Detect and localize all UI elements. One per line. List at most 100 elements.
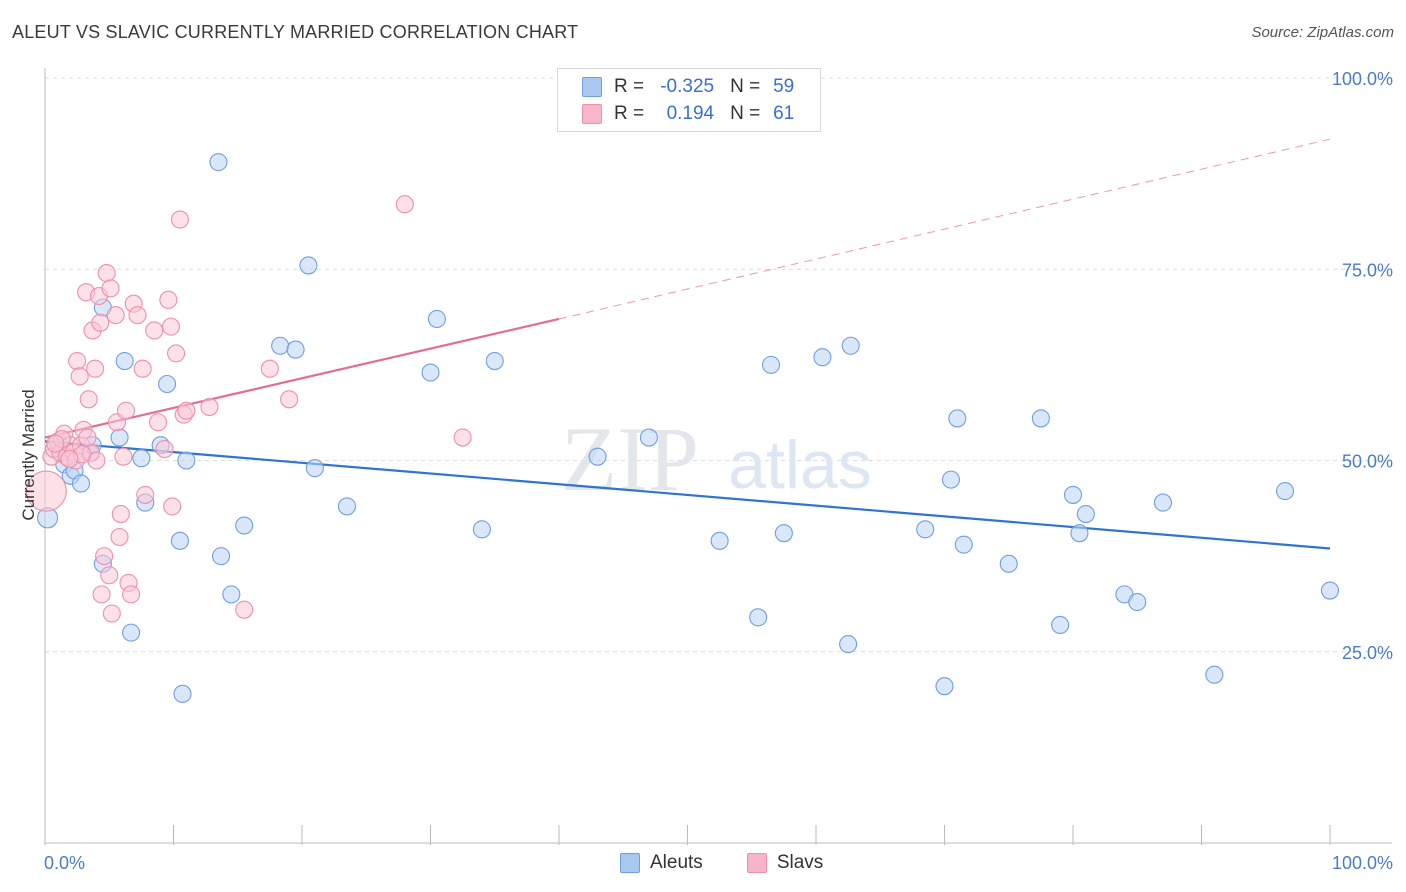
point-slavs <box>167 344 186 363</box>
point-aleuts <box>132 449 151 468</box>
y-tick-label: 100.0% <box>1332 69 1393 89</box>
point-slavs <box>78 428 97 447</box>
point-slavs <box>25 470 67 512</box>
point-slavs <box>101 279 120 298</box>
point-slavs <box>163 497 182 516</box>
point-aleuts <box>235 516 254 535</box>
point-slavs <box>133 359 152 378</box>
legend-n-label: N = <box>730 76 761 97</box>
point-aleuts <box>115 351 134 371</box>
point-aleuts <box>209 153 228 172</box>
point-slavs <box>161 317 180 336</box>
point-slavs <box>97 264 116 283</box>
y-tick-label: 50.0% <box>1342 452 1393 472</box>
watermark: ZIP atlas <box>561 408 872 510</box>
axes <box>44 68 1392 845</box>
point-aleuts <box>1128 592 1147 612</box>
point-slavs <box>260 359 279 378</box>
legend-row-aleuts: R = -0.325 N = 59 <box>582 74 794 100</box>
point-aleuts <box>222 585 241 604</box>
legend-n-value: 59 <box>773 76 795 97</box>
y-tick-label: 25.0% <box>1342 643 1393 663</box>
y-axis-label: Currently Married <box>19 389 38 520</box>
legend-item-aleuts[interactable]: Aleuts <box>620 852 703 874</box>
y-tick-label: 75.0% <box>1342 260 1393 280</box>
legend-label-aleuts: Aleuts <box>650 852 703 873</box>
legend-label-slavs: Slavs <box>776 852 824 873</box>
point-aleuts <box>158 374 177 394</box>
trend-line-aleuts <box>44 440 1331 550</box>
legend: R = -0.325 N = 59 R = 0.194 N = 61 <box>557 68 821 132</box>
point-slavs <box>100 566 119 585</box>
point-slavs <box>122 585 141 604</box>
point-slavs <box>395 195 414 214</box>
point-aleuts <box>211 547 231 566</box>
point-aleuts <box>305 459 324 478</box>
point-slavs <box>170 210 189 229</box>
point-aleuts <box>935 677 954 696</box>
point-aleuts <box>1275 482 1295 501</box>
point-aleuts <box>427 309 446 329</box>
point-aleuts <box>588 447 607 466</box>
legend-row-slavs: R = 0.194 N = 61 <box>582 101 794 127</box>
point-aleuts <box>472 520 491 539</box>
point-slavs <box>102 604 121 623</box>
source-label: Source: ZipAtlas.com <box>1251 24 1394 41</box>
point-slavs <box>106 306 125 325</box>
point-aleuts <box>271 336 290 355</box>
trend-line-extension-slavs <box>558 138 1331 320</box>
point-aleuts <box>421 363 440 382</box>
point-aleuts <box>1320 581 1340 600</box>
legend-item-slavs[interactable]: Slavs <box>746 852 824 874</box>
point-aleuts <box>749 608 768 627</box>
point-aleuts <box>177 451 196 470</box>
point-aleuts <box>110 428 129 447</box>
bottom-legend: Aleuts Slavs <box>620 852 867 874</box>
point-slavs <box>111 504 130 524</box>
tick-labels: 25.0% 50.0% 75.0% 100.0% 0.0% 100.0% <box>44 69 1393 873</box>
point-slavs <box>155 439 174 459</box>
point-aleuts <box>71 474 91 493</box>
legend-r-label: R = <box>614 103 645 124</box>
point-aleuts <box>841 336 860 355</box>
point-slavs <box>159 290 178 309</box>
chart-title: ALEUT VS SLAVIC CURRENTLY MARRIED CORREL… <box>12 22 579 42</box>
point-slavs <box>145 321 164 340</box>
point-slavs <box>235 600 254 619</box>
point-aleuts <box>954 535 973 554</box>
point-aleuts <box>639 428 659 447</box>
point-aleuts <box>1031 409 1050 428</box>
point-aleuts <box>1205 665 1224 684</box>
point-aleuts <box>941 470 960 489</box>
point-aleuts <box>485 351 504 371</box>
point-aleuts <box>916 520 935 539</box>
point-aleuts <box>1153 493 1172 512</box>
point-slavs <box>60 449 79 469</box>
point-aleuts <box>1063 485 1083 504</box>
point-aleuts <box>774 524 793 543</box>
point-slavs <box>92 585 111 604</box>
legend-swatch-aleuts <box>620 853 640 873</box>
legend-n-value: 61 <box>773 103 795 124</box>
legend-r-value: 0.194 <box>666 103 715 124</box>
data-points <box>25 153 1340 703</box>
point-aleuts <box>122 623 141 642</box>
grid-lines <box>45 77 1392 653</box>
point-aleuts <box>1070 524 1089 543</box>
point-slavs <box>70 367 89 386</box>
point-slavs <box>136 485 155 504</box>
point-aleuts <box>170 531 189 550</box>
legend-n-label: N = <box>730 103 761 124</box>
point-aleuts <box>948 409 967 428</box>
point-slavs <box>95 547 114 566</box>
point-slavs <box>177 401 196 420</box>
point-aleuts <box>999 554 1018 573</box>
legend-swatch-aleuts <box>582 77 602 97</box>
legend-r-value: -0.325 <box>660 76 715 97</box>
point-slavs <box>116 401 136 420</box>
watermark-atlas: atlas <box>728 427 872 503</box>
point-slavs <box>110 527 129 547</box>
point-slavs <box>68 351 87 371</box>
point-slavs <box>128 306 147 325</box>
